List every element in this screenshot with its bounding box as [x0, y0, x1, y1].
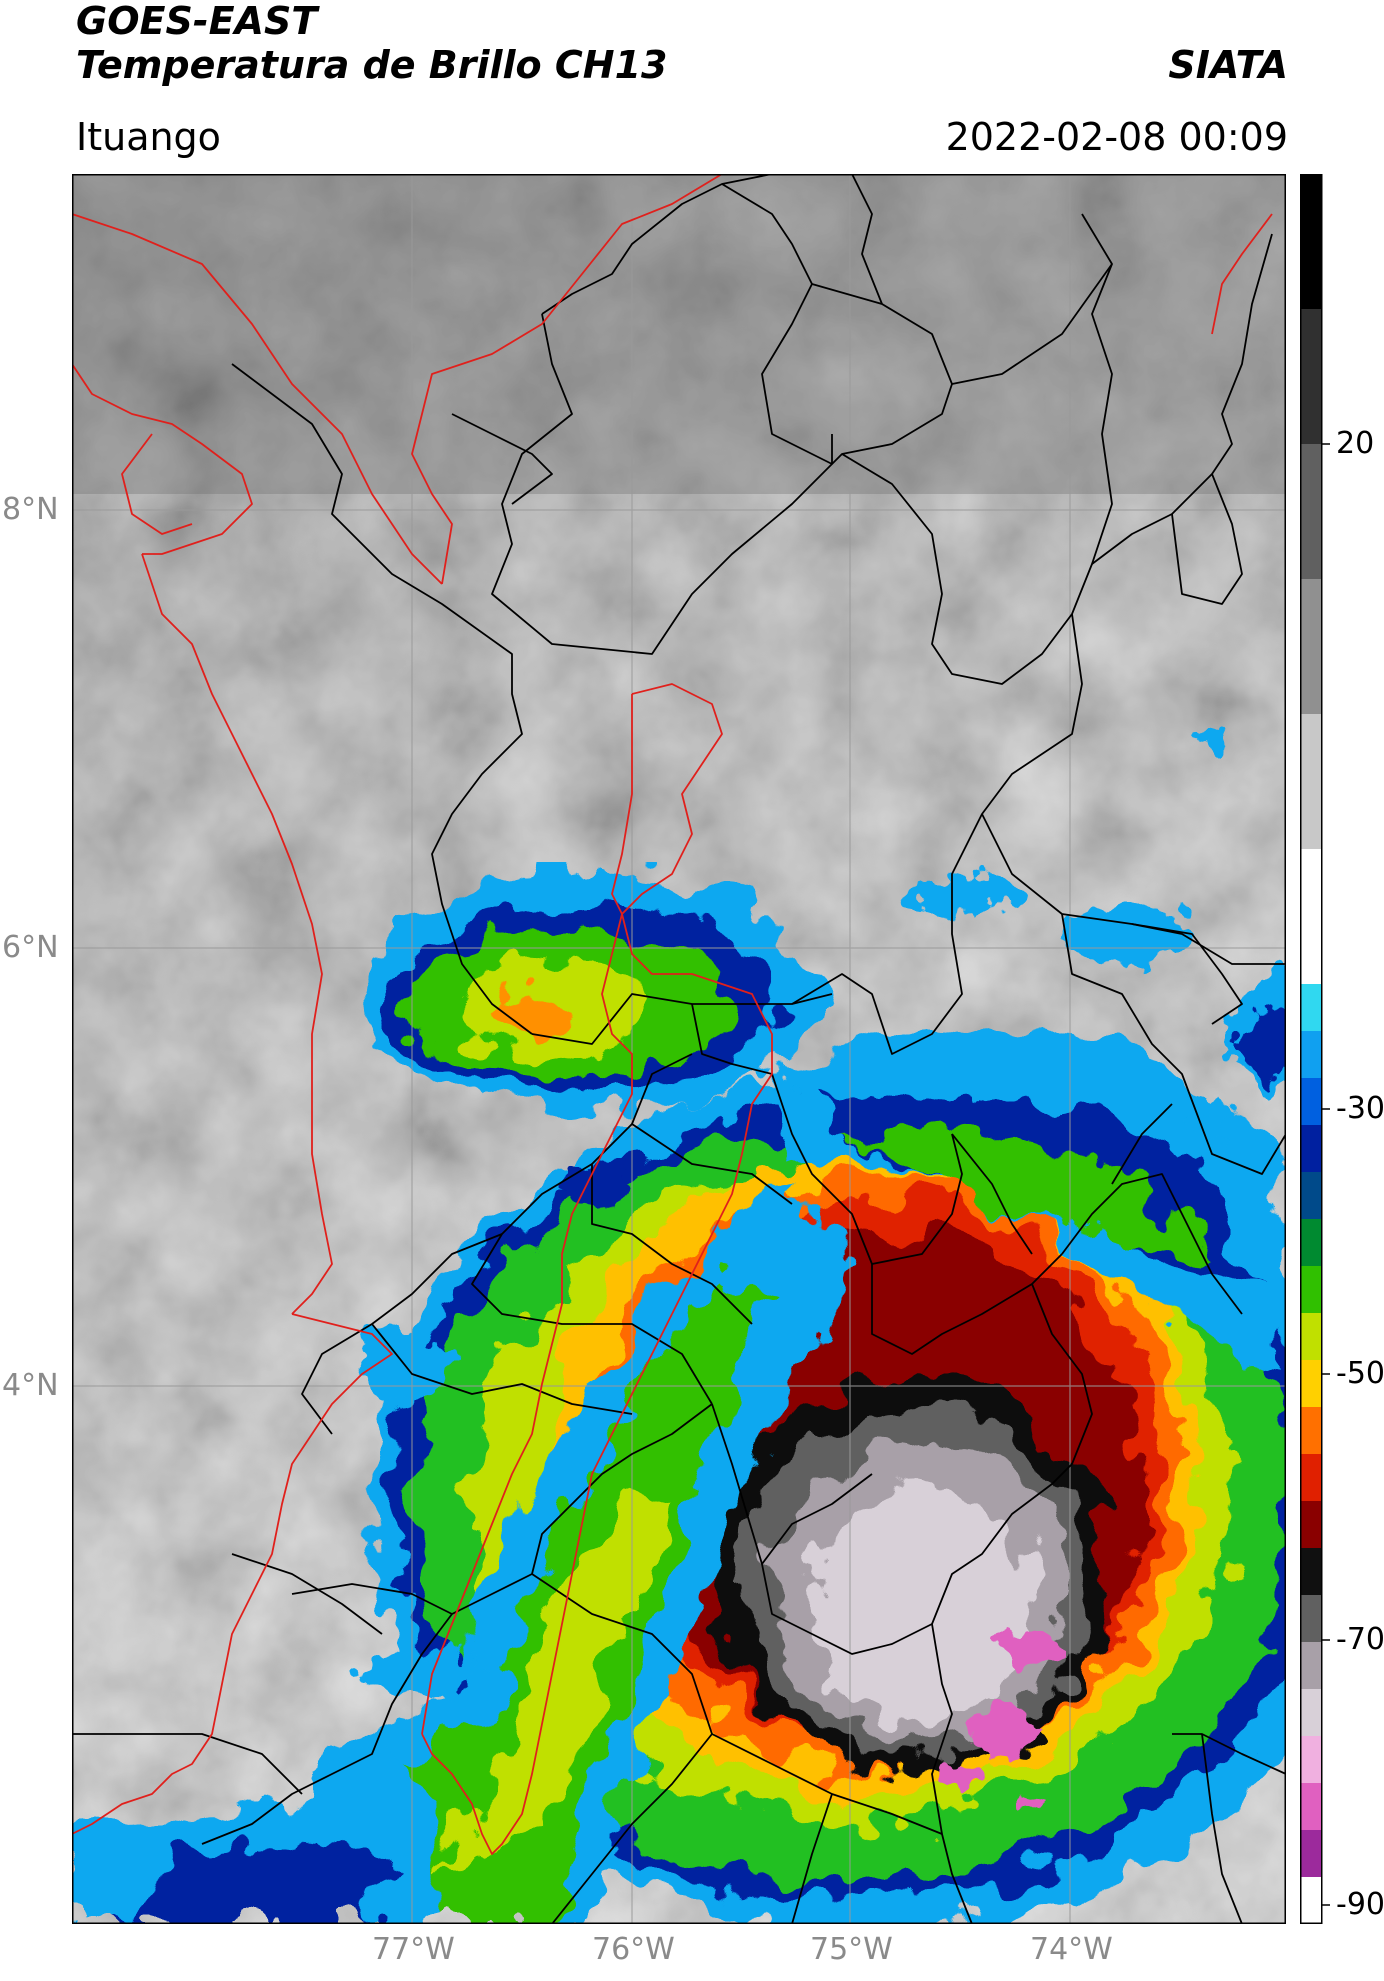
colorbar-segment [1301, 1877, 1321, 1924]
title-product: Temperatura de Brillo CH13 [76, 43, 668, 87]
colorbar-segment [1301, 1689, 1321, 1737]
colorbar-segment [1301, 1125, 1321, 1173]
colorbar-segment [1301, 1313, 1321, 1361]
lon-tick-77w: 77°W [372, 1932, 455, 1967]
colorbar-segment [1301, 174, 1321, 310]
lon-tick-74w: 74°W [1030, 1932, 1113, 1967]
colorbar-segment [1301, 1548, 1321, 1596]
admin-boundaries [72, 174, 1286, 1924]
colorbar-tick-minus70: -70 [1336, 1622, 1384, 1657]
colorbar-segment [1301, 1783, 1321, 1831]
colorbar-segment [1301, 579, 1321, 715]
lon-tick-76w: 76°W [592, 1932, 675, 1967]
colorbar-segment [1301, 309, 1321, 445]
colorbar-tick-minus50: -50 [1336, 1356, 1384, 1391]
colorbar-tick-20: 20 [1336, 426, 1375, 461]
colorbar-segment [1301, 984, 1321, 1032]
region-label: Ituango [76, 115, 221, 159]
colorbar-tick-minus90: -90 [1336, 1887, 1384, 1922]
colorbar [1300, 174, 1330, 1924]
colorbar-segment [1301, 1454, 1321, 1502]
colorbar-segment [1301, 849, 1321, 985]
colorbar-segment [1301, 1501, 1321, 1549]
colorbar-segment [1301, 714, 1321, 850]
colorbar-segment [1301, 1219, 1321, 1267]
lat-tick-4n: 4°N [2, 1368, 59, 1403]
colorbar-tick-minus30: -30 [1336, 1091, 1384, 1126]
lat-tick-6n: 6°N [2, 930, 59, 965]
colorbar-segment [1301, 1031, 1321, 1079]
colorbar-segment [1301, 1360, 1321, 1408]
colorbar-segment [1301, 1736, 1321, 1784]
colorbar-segment [1301, 444, 1321, 580]
title-satellite: GOES-EAST [76, 0, 318, 43]
colorbar-segment [1301, 1266, 1321, 1314]
satellite-map [72, 174, 1286, 1924]
graticule [72, 174, 1286, 1924]
colorbar-segment [1301, 1595, 1321, 1643]
colorbar-segment [1301, 1407, 1321, 1455]
lat-tick-8n: 8°N [2, 492, 59, 527]
country-and-basin-boundaries [72, 174, 1273, 1855]
organization-label: SIATA [1168, 43, 1288, 87]
colorbar-segment [1301, 1172, 1321, 1220]
colorbar-segment [1301, 1642, 1321, 1690]
storm-cells [72, 735, 1286, 1924]
colorbar-segment [1301, 1830, 1321, 1878]
colorbar-segment [1301, 1078, 1321, 1126]
lon-tick-75w: 75°W [810, 1932, 893, 1967]
timestamp-label: 2022-02-08 00:09 [945, 115, 1288, 159]
